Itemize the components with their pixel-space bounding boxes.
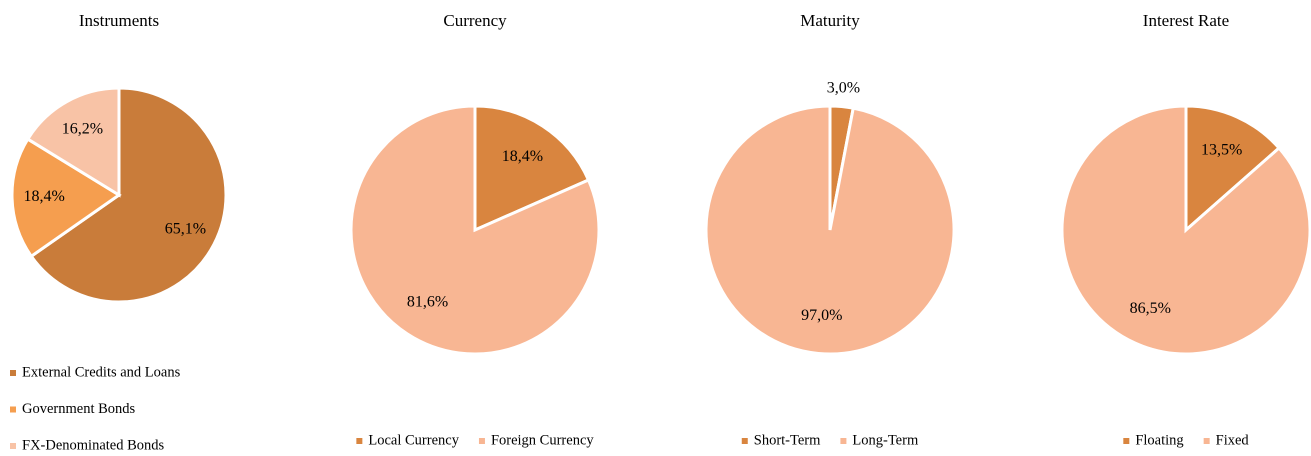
- legend-label: Fixed: [1216, 432, 1250, 448]
- legend-marker: [10, 370, 16, 376]
- chart-title: Interest Rate: [1143, 11, 1229, 30]
- legend-label: Floating: [1135, 432, 1183, 448]
- pie-chart: Interest Rate 13,5% 86,5% Floating Fixed: [1060, 11, 1311, 448]
- legend-marker: [741, 438, 748, 444]
- legend-label: FX-Denominated Bonds: [22, 437, 165, 453]
- legend-label: Foreign Currency: [491, 432, 594, 448]
- pie-slice: [1060, 104, 1311, 356]
- legend-marker: [840, 438, 847, 444]
- data-label: 13,5%: [1201, 142, 1242, 159]
- legend-label: Short-Term: [754, 432, 821, 448]
- pie-slice: [704, 104, 956, 356]
- data-label: 81,6%: [407, 293, 448, 310]
- chart-title: Maturity: [800, 11, 860, 30]
- pie-slice: [25, 86, 121, 198]
- pie-slice: [29, 86, 228, 304]
- data-label: 3,0%: [827, 79, 860, 96]
- legend-marker: [10, 406, 16, 413]
- chart-title: Currency: [443, 11, 507, 30]
- legend-marker: [1203, 438, 1210, 444]
- legend-label: External Credits and Loans: [22, 364, 181, 380]
- data-label: 16,2%: [62, 120, 103, 137]
- data-label: 97,0%: [801, 307, 842, 324]
- pie-slice: [10, 137, 122, 259]
- data-label: 86,5%: [1130, 300, 1171, 317]
- pie-slice: [1184, 104, 1282, 234]
- legend-marker: [1123, 438, 1130, 444]
- pie-slice: [473, 104, 591, 233]
- pie-slice: [349, 104, 601, 356]
- data-label: 18,4%: [502, 148, 543, 165]
- pie-chart: Instruments 65,1% 18,4% 16,2% External Credi…: [10, 11, 228, 453]
- legend-label: Government Bonds: [22, 401, 136, 417]
- legend-label: Local Currency: [368, 432, 459, 448]
- legend-label: Long-Term: [852, 432, 919, 448]
- legend-marker: [356, 438, 363, 444]
- legend-marker: [10, 443, 16, 449]
- pie-chart: Currency 18,4% 81,6% Local Currency Foreign …: [349, 11, 601, 448]
- pie-chart: Maturity 3,0% 97,0% Short-Term Long-Term: [704, 11, 956, 448]
- data-label: 18,4%: [23, 188, 64, 205]
- legend-marker: [478, 438, 485, 444]
- data-label: 65,1%: [165, 220, 206, 237]
- chart-title: Instruments: [79, 11, 159, 30]
